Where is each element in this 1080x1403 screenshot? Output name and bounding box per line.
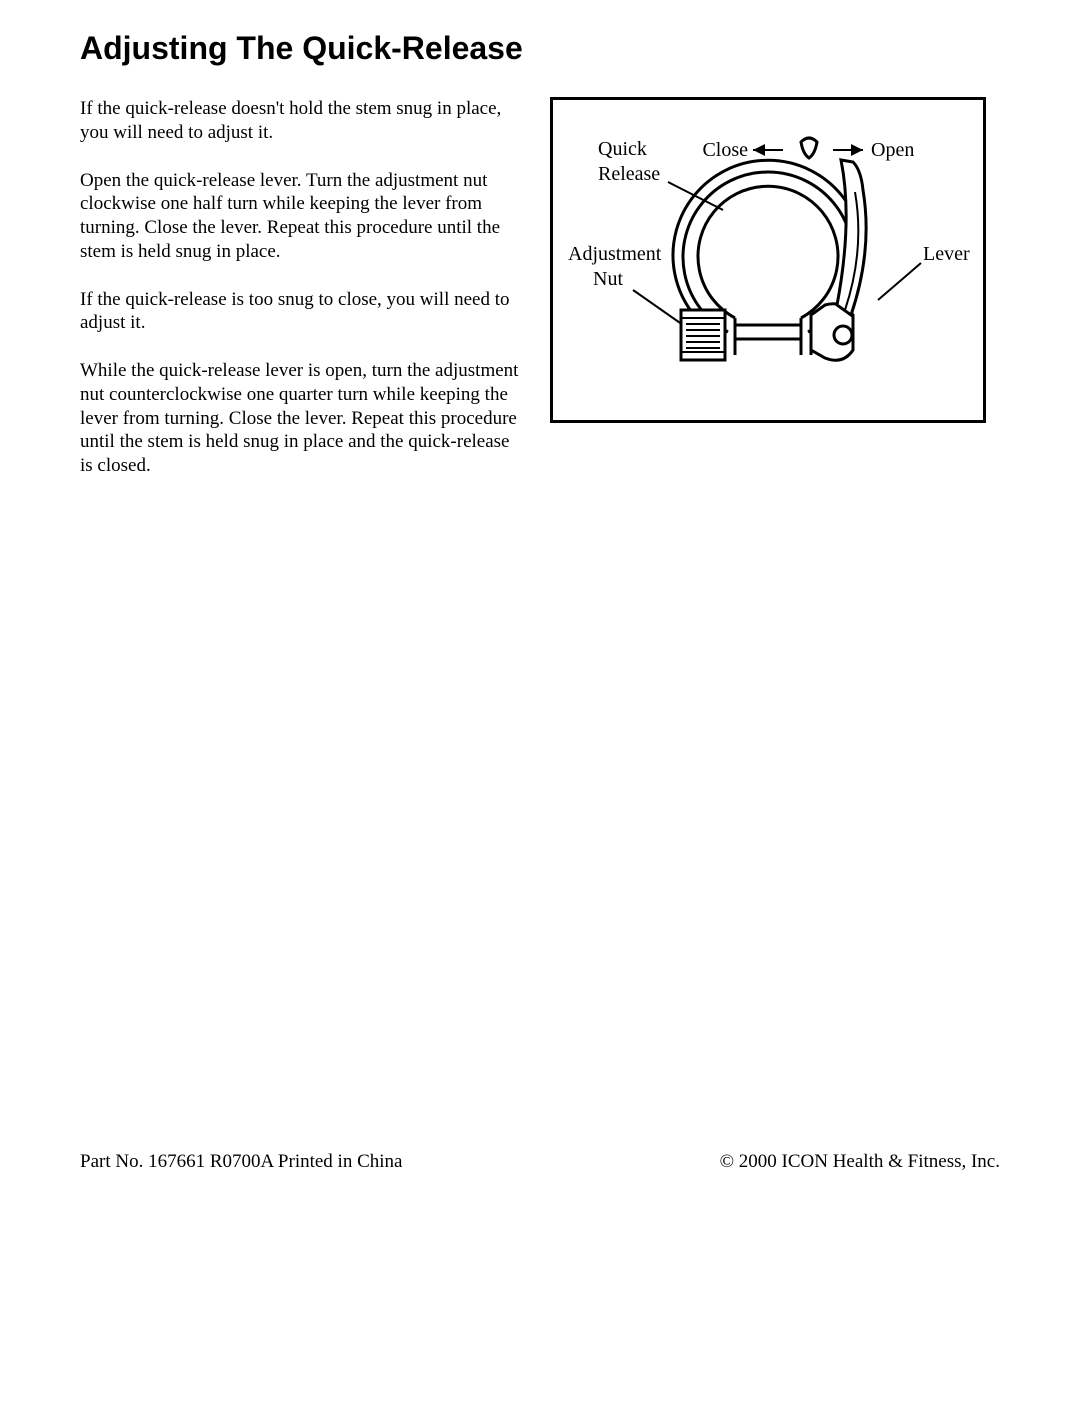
label-adjustment-2: Nut bbox=[593, 268, 623, 290]
instruction-text: If the quick-release doesn't hold the st… bbox=[80, 97, 520, 502]
paragraph-2: Open the quick-release lever. Turn the a… bbox=[80, 169, 520, 264]
label-open: Open bbox=[871, 139, 914, 161]
page-title: Adjusting The Quick-Release bbox=[80, 30, 1000, 67]
label-quick-release-2: Release bbox=[598, 163, 660, 185]
paragraph-4: While the quick-release lever is open, t… bbox=[80, 359, 520, 478]
paragraph-1: If the quick-release doesn't hold the st… bbox=[80, 97, 520, 145]
paragraph-3: If the quick-release is too snug to clos… bbox=[80, 288, 520, 336]
label-close: Close bbox=[702, 139, 748, 161]
footer-right: © 2000 ICON Health & Fitness, Inc. bbox=[720, 1151, 1000, 1173]
figure-column: Close Open Quick Release Adjustment Nut bbox=[550, 97, 986, 423]
label-quick-release-1: Quick bbox=[598, 138, 647, 160]
label-adjustment-1: Adjustment bbox=[568, 243, 662, 265]
label-lever: Lever bbox=[923, 243, 970, 265]
page: Adjusting The Quick-Release If the quick… bbox=[0, 0, 1080, 1403]
page-footer: Part No. 167661 R0700A Printed in China … bbox=[80, 1151, 1000, 1173]
footer-left: Part No. 167661 R0700A Printed in China bbox=[80, 1151, 402, 1173]
content-row: If the quick-release doesn't hold the st… bbox=[80, 97, 1000, 502]
quick-release-diagram: Close Open Quick Release Adjustment Nut bbox=[550, 97, 986, 423]
diagram-svg: Close Open Quick Release Adjustment Nut bbox=[553, 100, 983, 420]
